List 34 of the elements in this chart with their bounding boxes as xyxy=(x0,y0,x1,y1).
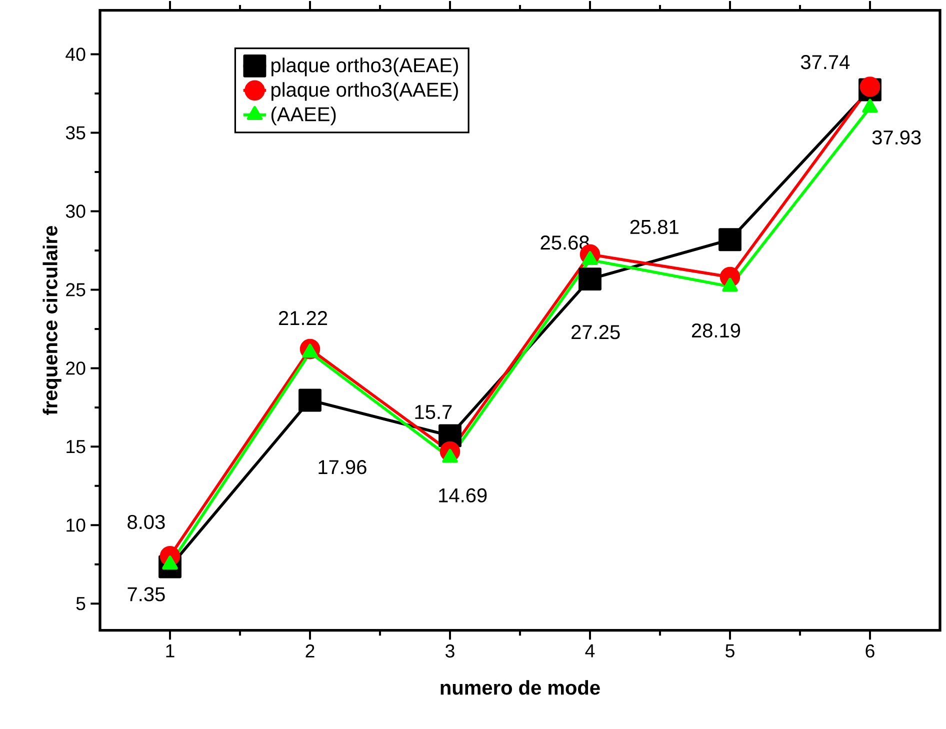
annotation: 28.19 xyxy=(692,323,740,338)
annotation: 21.22 xyxy=(278,310,328,325)
x-axis-title: numero de mode xyxy=(440,680,600,695)
annotation: 7.35 xyxy=(128,586,165,602)
legend-label: (AAEE) xyxy=(271,106,336,126)
x-tick-label: 1 xyxy=(166,644,174,658)
x-tick-label: 3 xyxy=(446,644,454,658)
y-tick-label: 25 xyxy=(66,282,86,296)
x-tick-label: 2 xyxy=(306,644,314,658)
annotation: 37.93 xyxy=(872,130,921,144)
y-tick-label: 30 xyxy=(66,204,86,218)
y-tick-label: 15 xyxy=(66,440,86,454)
x-tick-label: 4 xyxy=(585,644,595,658)
x-tick-label: 6 xyxy=(866,644,874,658)
legend-label: plaque ortho3(AEAE) xyxy=(272,58,458,76)
annotation: 25.81 xyxy=(630,220,678,234)
annotation: 15.7 xyxy=(415,405,452,419)
y-axis-title: frequence circulaire xyxy=(42,226,62,415)
y-tick-label: 20 xyxy=(66,361,86,375)
annotation: 8.03 xyxy=(128,514,165,529)
annotation: 14.69 xyxy=(439,488,487,502)
y-tick-label: 5 xyxy=(76,596,86,610)
annotation: 37.74 xyxy=(800,54,850,70)
annotation: 27.25 xyxy=(572,324,620,340)
legend-label: plaque ortho3(AAEE) xyxy=(272,82,458,101)
point xyxy=(860,76,880,97)
annotation: 17.96 xyxy=(318,460,366,474)
point xyxy=(578,267,602,290)
x-tick-label: 5 xyxy=(726,644,734,658)
y-tick-label: 35 xyxy=(66,126,86,140)
point xyxy=(298,388,322,412)
point xyxy=(718,228,742,251)
y-tick-label: 40 xyxy=(66,48,86,61)
y-tick-label: 10 xyxy=(66,518,86,532)
